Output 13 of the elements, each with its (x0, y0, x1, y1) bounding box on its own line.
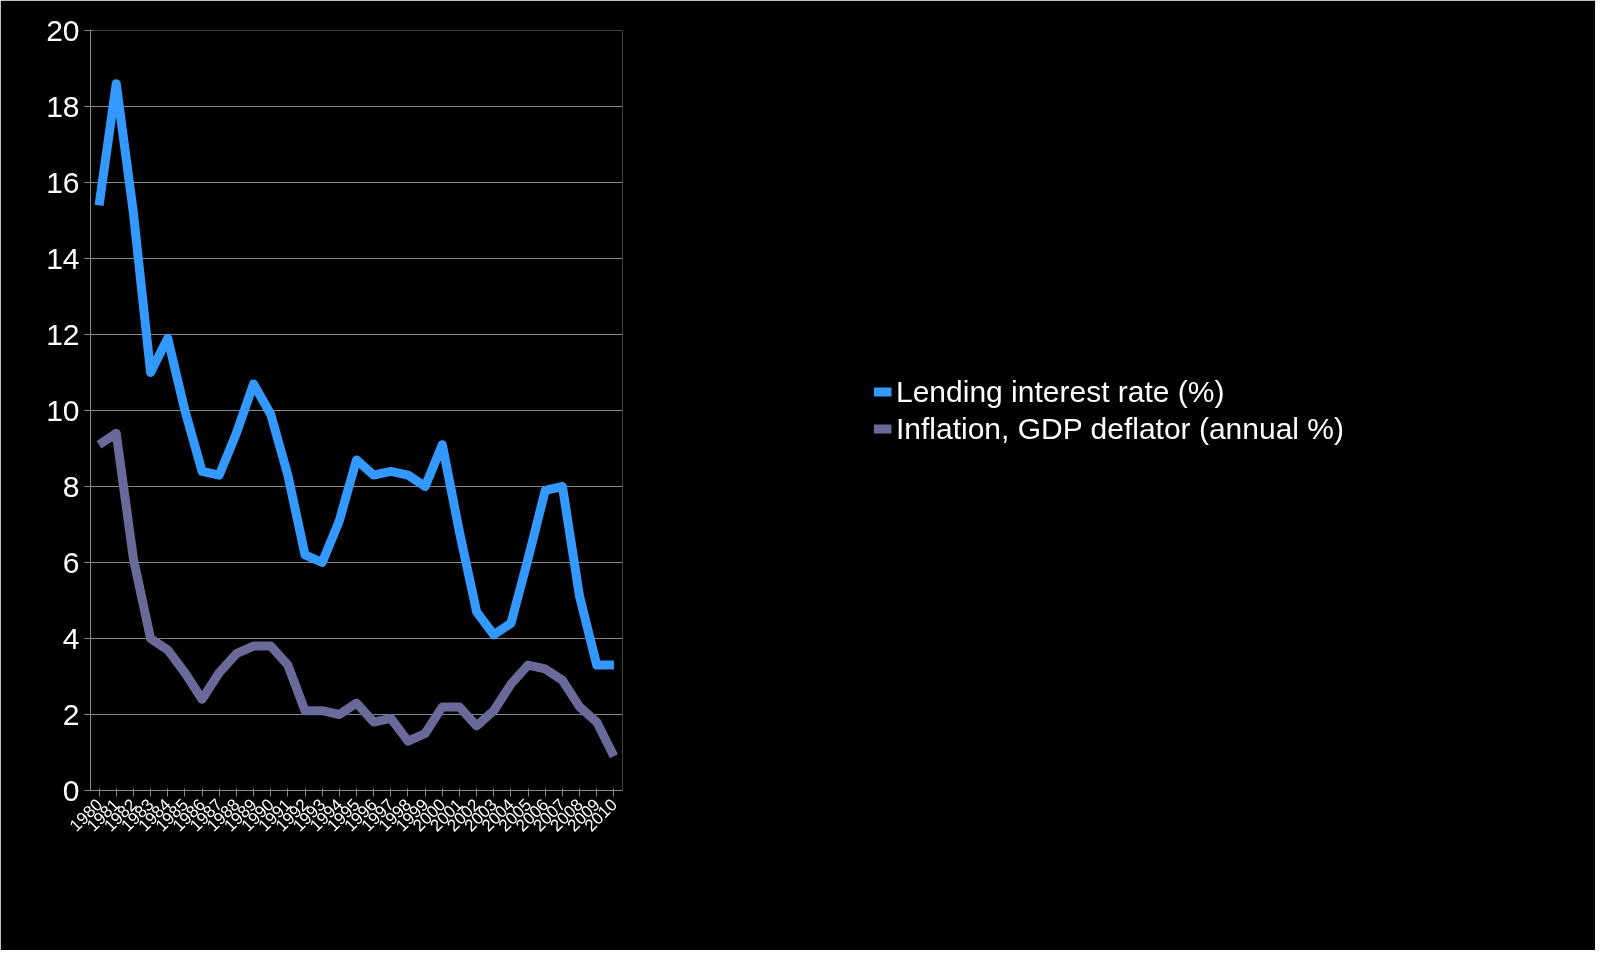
y-tick-label: 2 (62, 697, 80, 731)
y-tick-label: 10 (46, 393, 80, 427)
y-tick-label: 4 (62, 621, 80, 655)
legend-label: Lending interest rate (%) (895, 374, 1225, 409)
y-tick-label: 12 (46, 317, 80, 351)
y-tick-label: 16 (46, 165, 80, 199)
legend-label: Inflation, GDP deflator (annual %) (895, 411, 1345, 446)
y-tick-label: 0 (62, 773, 80, 807)
y-tick-label: 8 (62, 469, 80, 503)
y-tick-label: 20 (46, 13, 80, 47)
y-tick-label: 6 (62, 545, 80, 579)
y-tick-label: 14 (46, 241, 80, 275)
y-tick-label: 18 (46, 89, 80, 123)
